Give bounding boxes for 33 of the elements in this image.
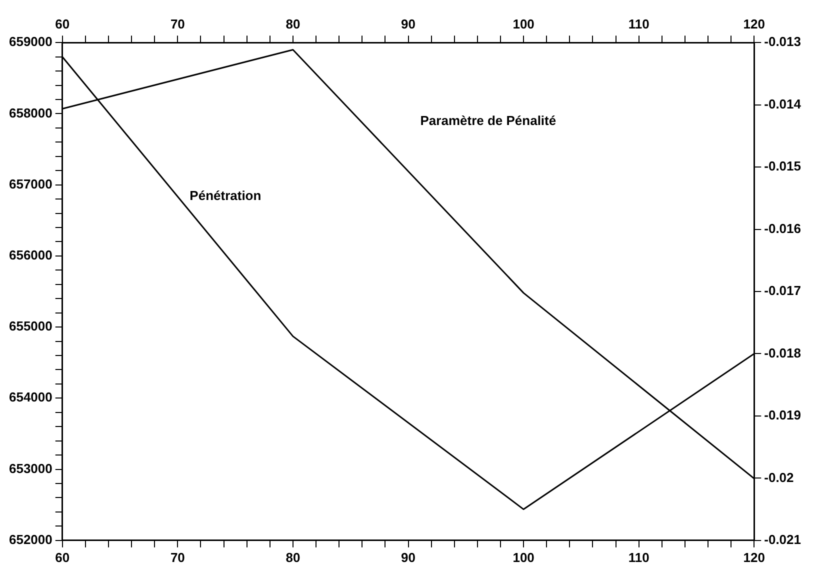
y-tick-label: 652000 [8, 532, 52, 547]
x-tick-label: 90 [401, 550, 416, 565]
x2-tick-label: 110 [628, 16, 650, 32]
text: Paramètre de Pénalité [420, 112, 556, 128]
y2-tick-label: -0.017 [764, 283, 802, 298]
y2-tick-label: -0.016 [764, 220, 802, 236]
x2-tick-label: 90 [401, 16, 416, 32]
x-tick-label: 100 [512, 550, 534, 565]
x2-tick-label: 80 [286, 16, 300, 32]
y2-tick-label: -0.015 [764, 158, 802, 174]
x-tick-label: 80 [286, 550, 300, 565]
x-tick-label: 110 [628, 550, 650, 565]
y-tick-label: 659000 [8, 34, 52, 50]
x-tick-label: 120 [743, 550, 765, 565]
y2-tick-label: -0.013 [764, 34, 802, 50]
y-tick-label: 656000 [8, 248, 52, 263]
y-tick-label: 653000 [8, 460, 52, 476]
y2-tick-label: -0.018 [764, 345, 802, 360]
x2-tick-label: 120 [743, 16, 765, 32]
y2-tick-label: -0.014 [764, 96, 802, 112]
series-label: Pénétration [190, 188, 262, 204]
x2-tick-label: 100 [512, 16, 534, 32]
y2-tick-label: -0.02 [764, 470, 794, 485]
x2-tick-label: 60 [55, 16, 70, 32]
y-tick-label: 658000 [8, 105, 52, 120]
y-tick-label: 654000 [8, 390, 52, 405]
x2-tick-label: 70 [170, 16, 185, 32]
y2-tick-label: -0.019 [764, 408, 802, 423]
y2-tick-label: -0.021 [764, 532, 802, 547]
x-tick-label: 70 [170, 550, 185, 565]
y-tick-label: 657000 [8, 176, 52, 192]
y-tick-label: 655000 [8, 318, 52, 334]
x-tick-label: 60 [55, 550, 70, 565]
